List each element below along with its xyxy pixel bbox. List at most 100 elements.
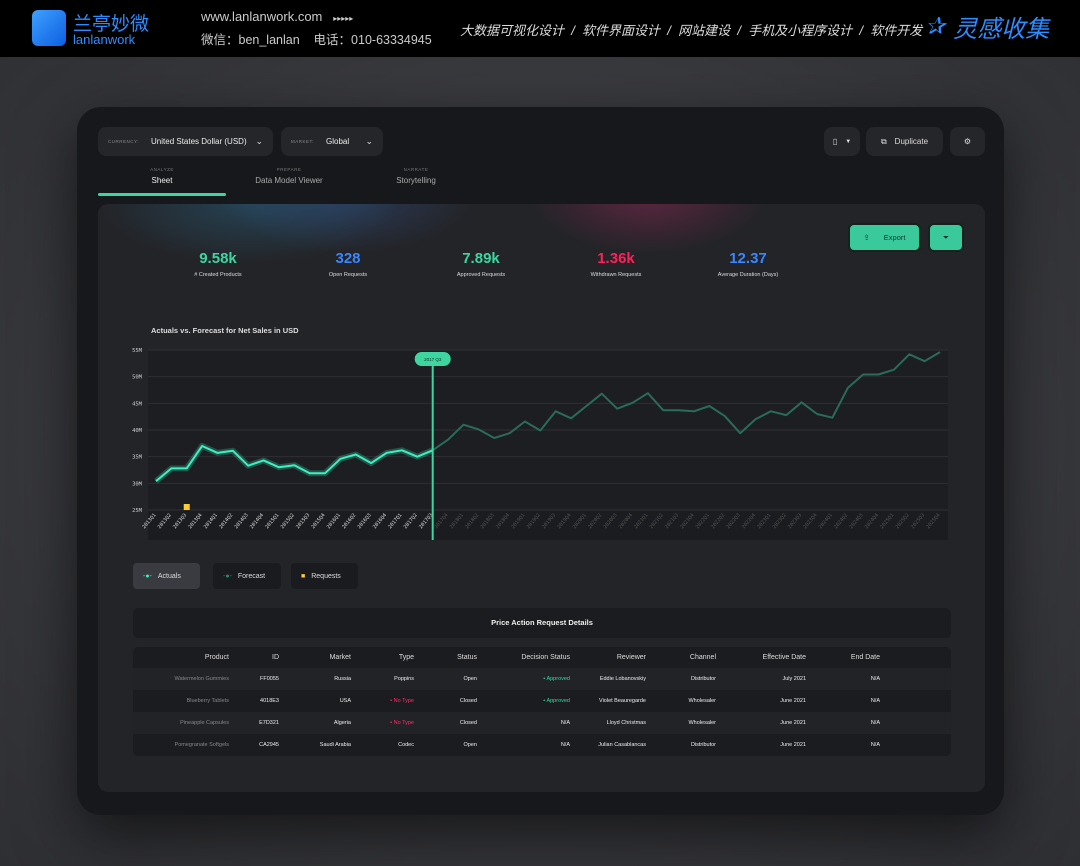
table-cell: Distributor xyxy=(690,742,716,748)
currency-value: United States Dollar (USD) xyxy=(151,137,247,146)
marker-tooltip xyxy=(414,352,451,366)
column-header: Channel xyxy=(689,654,716,661)
table-cell: Algeria xyxy=(333,720,351,726)
legend-label: Requests xyxy=(311,572,341,580)
price-action-table: Product ID Market Type Status Decision Status… xyxy=(133,647,951,756)
column-header: Product xyxy=(204,654,229,661)
banner-services: 大数据可视化设计 / 软件界面设计 / 网站建设 / 手机及小程序设计 / 软件… xyxy=(460,23,923,38)
tab-kicker: ANALYZE xyxy=(150,167,174,172)
column-header: End Date xyxy=(850,654,880,661)
duplicate-icon: ⧉ xyxy=(880,136,887,146)
kpi-label: # Created Products xyxy=(194,272,242,278)
sheet-panel: ⇪ Export ⏷ 9.58k # Created Products 328 Open… xyxy=(98,204,985,792)
y-tick-label: 40M xyxy=(132,428,143,434)
column-header: Status xyxy=(457,654,477,661)
table-header-row: Product ID Market Type Status Decision Status… xyxy=(133,647,951,668)
x-axis-band xyxy=(148,510,948,540)
banner-url[interactable]: www.lanlanwork.com ▸▸▸▸▸ xyxy=(201,9,354,24)
kpi-label: Approved Requests xyxy=(456,272,506,278)
settings-button[interactable]: ⚙ xyxy=(950,127,985,156)
table-cell: Pineapple Capsules xyxy=(180,720,229,726)
table-cell: Closed xyxy=(459,720,477,726)
export-label: Export xyxy=(883,233,906,242)
table-cell: July 2021 xyxy=(782,676,806,682)
filter-button[interactable]: ⏷ xyxy=(928,223,964,252)
table-cell: USA xyxy=(339,698,351,704)
currency-label: CURRENCY: xyxy=(108,139,140,144)
table-cell: Pomegranate Softgels xyxy=(174,742,229,748)
chevron-down-icon: ⌄ xyxy=(255,136,263,146)
table-cell: Saudi Arabia xyxy=(319,742,351,748)
logo-icon xyxy=(32,10,66,46)
column-header: Type xyxy=(398,654,414,661)
tab-sheet[interactable]: ANALYZE Sheet xyxy=(98,167,226,185)
table-cell: N/A xyxy=(870,676,880,682)
star-icon: ✰ xyxy=(925,13,946,40)
column-header: Decision Status xyxy=(521,654,570,661)
filter-icon: ⏷ xyxy=(943,232,949,242)
y-tick-label: 35M xyxy=(132,455,143,461)
chevron-down-icon: ⌄ xyxy=(365,136,373,146)
kpi-card: 12.37 Average Duration (Days) xyxy=(683,250,813,278)
table-row[interactable]: Watermelon Gummies FF0055 Russia Poppins Ope… xyxy=(133,668,951,690)
marker-label: 2017 Q3 xyxy=(424,357,442,362)
table-cell: Julian Casablancas xyxy=(598,742,646,748)
table-cell: Open xyxy=(463,676,477,682)
table-cell: Open xyxy=(463,742,477,748)
square-icon: ■ xyxy=(301,572,306,580)
tab-label: Data Model Viewer xyxy=(255,176,323,185)
gear-icon: ⚙ xyxy=(963,137,972,146)
tab-kicker: NARRATE xyxy=(403,167,429,172)
table-row[interactable]: Pineapple Capsules E7D321 Algeria • No Type… xyxy=(133,712,951,734)
table-cell: Closed xyxy=(459,698,477,704)
table-cell: N/A xyxy=(870,698,880,704)
duplicate-button[interactable]: ⧉ Duplicate xyxy=(866,127,943,156)
kpi-label: Withdrawn Requests xyxy=(590,272,642,278)
legend-label: Forecast xyxy=(237,572,266,580)
table-cell: Wholesaler xyxy=(688,698,716,704)
table-title: Price Action Request Details xyxy=(133,608,951,638)
table-row[interactable]: Blueberry Tablets 4018E3 USA • No Type Close… xyxy=(133,690,951,712)
table-cell: Codec xyxy=(398,742,414,748)
table-cell: 4018E3 xyxy=(260,698,279,704)
y-tick-label: 25M xyxy=(132,508,143,514)
y-tick-label: 55M xyxy=(132,348,143,354)
market-select[interactable]: MARKET: Global ⌄ xyxy=(281,127,383,156)
tab-storytelling[interactable]: NARRATE Storytelling xyxy=(352,167,480,185)
duplicate-label: Duplicate xyxy=(894,137,929,146)
kpi-value: 9.58k xyxy=(199,250,237,267)
legend-label: Actuals xyxy=(157,572,181,580)
kpi-card: 7.89k Approved Requests xyxy=(416,250,546,278)
tab-data-model-viewer[interactable]: PREPARE Data Model Viewer xyxy=(225,167,353,185)
table-cell: June 2021 xyxy=(780,742,806,748)
kpi-label: Average Duration (Days) xyxy=(717,272,779,278)
table-cell: Blueberry Tablets xyxy=(186,698,229,704)
table-cell: June 2021 xyxy=(780,698,806,704)
forecast-line xyxy=(432,351,941,452)
share-icon: ⇪ xyxy=(863,233,870,242)
legend-actuals[interactable]: -●- Actuals xyxy=(133,563,200,589)
device-frame: CURRENCY: United States Dollar (USD) ⌄ M… xyxy=(77,107,1004,815)
column-header: Market xyxy=(329,654,351,661)
export-button[interactable]: ⇪ Export xyxy=(848,223,921,252)
y-tick-label: 50M xyxy=(132,375,143,381)
currency-select[interactable]: CURRENCY: United States Dollar (USD) ⌄ xyxy=(98,127,273,156)
kpi-card: 1.36k Withdrawn Requests xyxy=(551,250,681,278)
kpi-value: 1.36k xyxy=(597,250,635,267)
column-header: Reviewer xyxy=(616,654,646,661)
legend-requests[interactable]: ■ Requests xyxy=(291,563,358,589)
table-row[interactable]: Pomegranate Softgels CA2945 Saudi Arabia Co… xyxy=(133,734,951,756)
table-cell: Russia xyxy=(334,676,351,682)
column-header: Effective Date xyxy=(762,654,806,661)
site-banner: 兰亭妙微 lanlanwork www.lanlanwork.com ▸▸▸▸▸… xyxy=(0,0,1080,57)
market-value: Global xyxy=(326,137,350,146)
tab-kicker: PREPARE xyxy=(276,167,302,172)
tab-label: Storytelling xyxy=(396,176,436,185)
table-cell: • Approved xyxy=(543,698,570,704)
table-cell: E7D321 xyxy=(259,720,279,726)
table-cell: Poppins xyxy=(394,676,414,682)
market-label: MARKET: xyxy=(291,139,315,144)
table-cell: N/A xyxy=(870,720,880,726)
bookmark-button[interactable]: ▯ ▼ xyxy=(824,127,860,156)
legend-forecast[interactable]: -●- Forecast xyxy=(213,563,281,589)
